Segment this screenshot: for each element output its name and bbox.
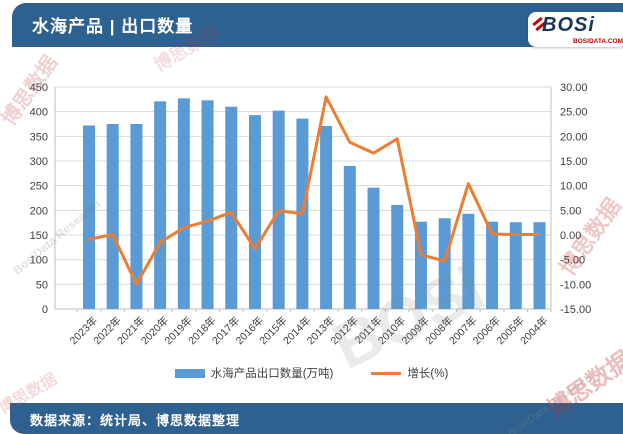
- right-axis-tick-label: 20.00: [560, 131, 588, 143]
- legend-item-growth: 增长(%): [371, 365, 448, 381]
- export-volume-bar: [83, 125, 95, 309]
- export-volume-bar: [509, 222, 522, 309]
- left-axis-tick-label: 50: [36, 279, 48, 291]
- export-volume-bar: [201, 100, 214, 309]
- left-axis-tick-label: 100: [30, 255, 48, 267]
- right-axis-tick-label: 15.00: [560, 156, 588, 168]
- left-axis-tick-label: 350: [30, 131, 48, 143]
- export-volume-bar: [486, 221, 499, 309]
- left-axis-tick-label: 300: [30, 156, 48, 168]
- right-axis-tick-label: 30.00: [560, 82, 588, 94]
- right-axis-tick-label: -10.00: [560, 279, 591, 291]
- page-title: 水海产品 | 出口数量: [32, 17, 194, 36]
- combo-chart: 450 400 350 300 250 200 150 100 50 0 30.00 25.00 20.…: [30, 82, 592, 347]
- header-bar: 水海产品 | 出口数量 BOSi BOSIDATA.COM: [12, 3, 623, 47]
- chart-area: 450 400 350 300 250 200 150 100 50 0 30.00 25.00 20.…: [0, 55, 623, 400]
- export-volume-bar: [154, 101, 167, 309]
- left-axis-tick-label: 400: [30, 107, 48, 119]
- export-volume-bar: [343, 165, 356, 309]
- data-source-text: 数据来源：统计局、博思数据整理: [30, 413, 241, 428]
- footer-bar: 数据来源：统计局、博思数据整理: [10, 403, 623, 434]
- export-volume-bar: [106, 124, 119, 309]
- bar-swatch-icon: [174, 368, 205, 378]
- legend-label: 水海产品出口数量(万吨): [210, 368, 334, 380]
- export-volume-bar: [533, 222, 546, 309]
- left-axis-tick-label: 450: [30, 82, 48, 94]
- left-axis-tick-label: 200: [30, 205, 48, 217]
- left-axis-tick-label: 0: [42, 304, 48, 316]
- left-axis-tick-label: 250: [30, 181, 48, 193]
- export-volume-bar: [391, 204, 404, 309]
- export-volume-bar: [320, 125, 333, 310]
- left-axis-tick-label: 150: [30, 230, 48, 242]
- line-swatch-icon: [371, 371, 402, 375]
- export-volume-bar: [130, 124, 143, 309]
- export-volume-bar: [177, 98, 190, 309]
- export-volume-bar: [438, 218, 451, 309]
- growth-line: [87, 95, 541, 286]
- export-volume-bar: [462, 213, 475, 309]
- legend-label: 增长(%): [407, 368, 449, 380]
- export-volume-bar: [248, 115, 261, 309]
- chart-legend: 水海产品出口数量(万吨) 增长(%): [0, 365, 623, 381]
- export-volume-bar: [367, 187, 380, 309]
- logo-wordmark: BOSi: [542, 14, 595, 36]
- right-axis-tick-label: 10.00: [560, 181, 588, 193]
- right-axis-tick-label: 25.00: [560, 107, 588, 119]
- right-axis-tick-label: 0.00: [560, 230, 581, 242]
- right-axis-tick-label: 5.00: [560, 205, 581, 217]
- legend-item-export-volume: 水海产品出口数量(万吨): [174, 365, 334, 381]
- right-axis-tick-label: -5.00: [560, 255, 585, 267]
- bosi-logo: BOSi BOSIDATA.COM: [528, 12, 623, 47]
- right-axis-tick-label: -15.00: [560, 304, 591, 316]
- logo-domain: BOSIDATA.COM: [573, 38, 623, 45]
- export-volume-bar: [225, 106, 238, 309]
